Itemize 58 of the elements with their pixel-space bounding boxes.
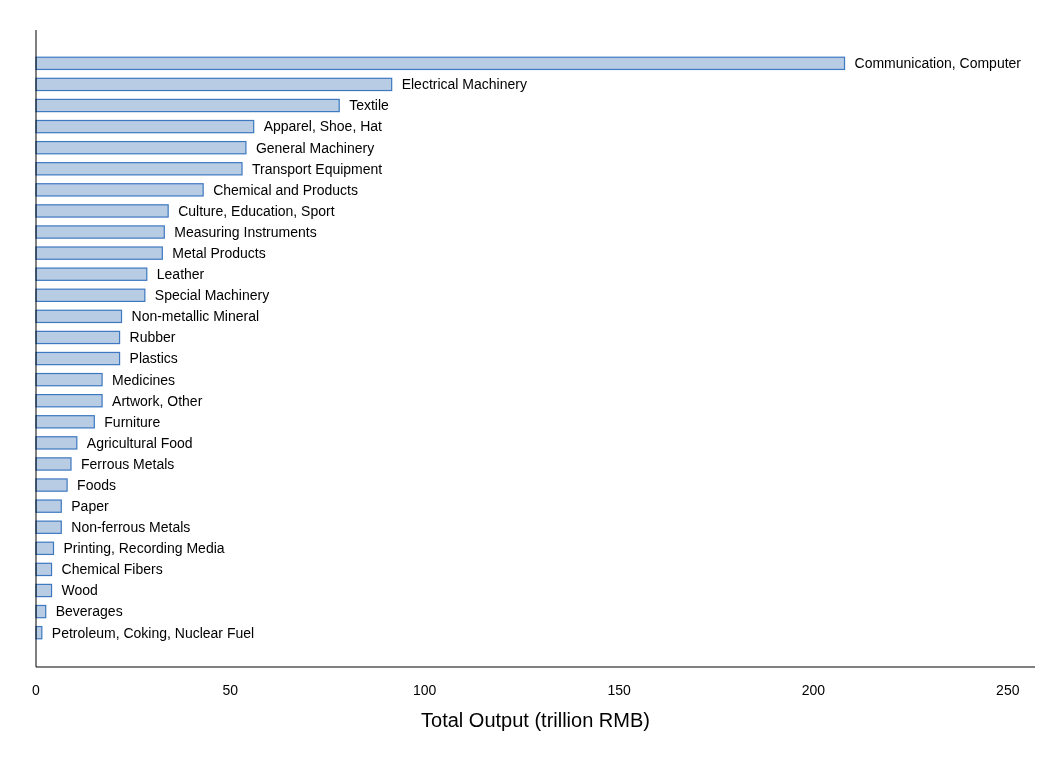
x-tick-label: 150 xyxy=(607,682,631,698)
y-tick-label: Ferrous Metals xyxy=(80,455,175,472)
y-tick-label: Agricultural Food xyxy=(86,434,193,451)
y-tick-label: Metal Products xyxy=(172,245,266,262)
bar xyxy=(35,267,148,281)
x-tick-label: 200 xyxy=(801,682,826,698)
bar xyxy=(35,119,255,134)
x-tick-label: 250 xyxy=(996,682,1020,698)
bar xyxy=(35,246,163,260)
y-tick-label: Special Machinery xyxy=(154,287,270,304)
y-tick-label: Apparel, Shoe, Hat xyxy=(263,118,383,135)
y-tick-label: Textile xyxy=(349,97,390,114)
bar xyxy=(35,77,393,92)
bar xyxy=(35,351,121,366)
bar xyxy=(35,372,103,387)
bar xyxy=(35,457,72,471)
y-tick-label: Wood xyxy=(61,582,98,599)
bar xyxy=(35,56,846,71)
x-tick-label: 50 xyxy=(222,682,239,698)
bar xyxy=(35,204,169,218)
bar xyxy=(35,183,204,197)
y-tick-label: Culture, Education, Sport xyxy=(178,202,335,219)
y-tick-label: Transport Equipment xyxy=(252,160,383,177)
bar xyxy=(35,288,146,302)
bar xyxy=(35,98,340,113)
y-tick-label: Plastics xyxy=(129,350,178,367)
bar xyxy=(35,309,123,324)
bar xyxy=(35,330,121,345)
bar xyxy=(35,520,62,534)
bar xyxy=(35,415,95,429)
bar xyxy=(35,162,243,176)
bar xyxy=(35,225,165,239)
x-axis-title: Total Output (trillion RMB) xyxy=(421,709,650,731)
y-tick-label: Chemical and Products xyxy=(213,181,358,198)
x-tick-label: 0 xyxy=(32,682,41,698)
y-tick-label: Chemical Fibers xyxy=(61,561,163,578)
bar xyxy=(35,140,247,155)
y-tick-label: Furniture xyxy=(104,413,161,430)
y-tick-label: Communication, Computer xyxy=(854,55,1022,72)
y-tick-label: Non-metallic Mineral xyxy=(131,308,260,325)
y-tick-label: Beverages xyxy=(55,603,123,620)
y-tick-label: Foods xyxy=(77,476,117,493)
y-tick-label: Petroleum, Coking, Nuclear Fuel xyxy=(51,624,255,641)
y-tick-label: Leather xyxy=(156,266,205,283)
y-tick-label: Printing, Recording Media xyxy=(63,540,225,557)
y-tick-label: Paper xyxy=(71,498,109,515)
y-tick-label: Electrical Machinery xyxy=(401,76,527,93)
y-tick-label: Medicines xyxy=(112,371,176,388)
x-tick-label: 100 xyxy=(413,682,437,698)
y-tick-label: General Machinery xyxy=(255,139,375,156)
y-tick-label: Measuring Instruments xyxy=(174,223,317,240)
y-tick-label: Non-ferrous Metals xyxy=(71,519,191,536)
bar xyxy=(35,436,78,450)
bar xyxy=(35,394,103,408)
bar xyxy=(35,478,68,492)
bar xyxy=(35,499,62,513)
y-tick-label: Artwork, Other xyxy=(112,392,203,409)
y-tick-label: Rubber xyxy=(129,329,176,346)
